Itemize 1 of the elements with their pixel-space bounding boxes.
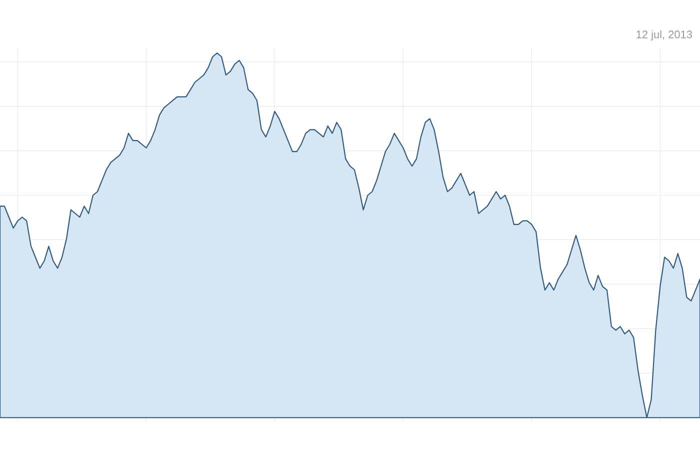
- text: 12 jul, 2013: [636, 30, 692, 40]
